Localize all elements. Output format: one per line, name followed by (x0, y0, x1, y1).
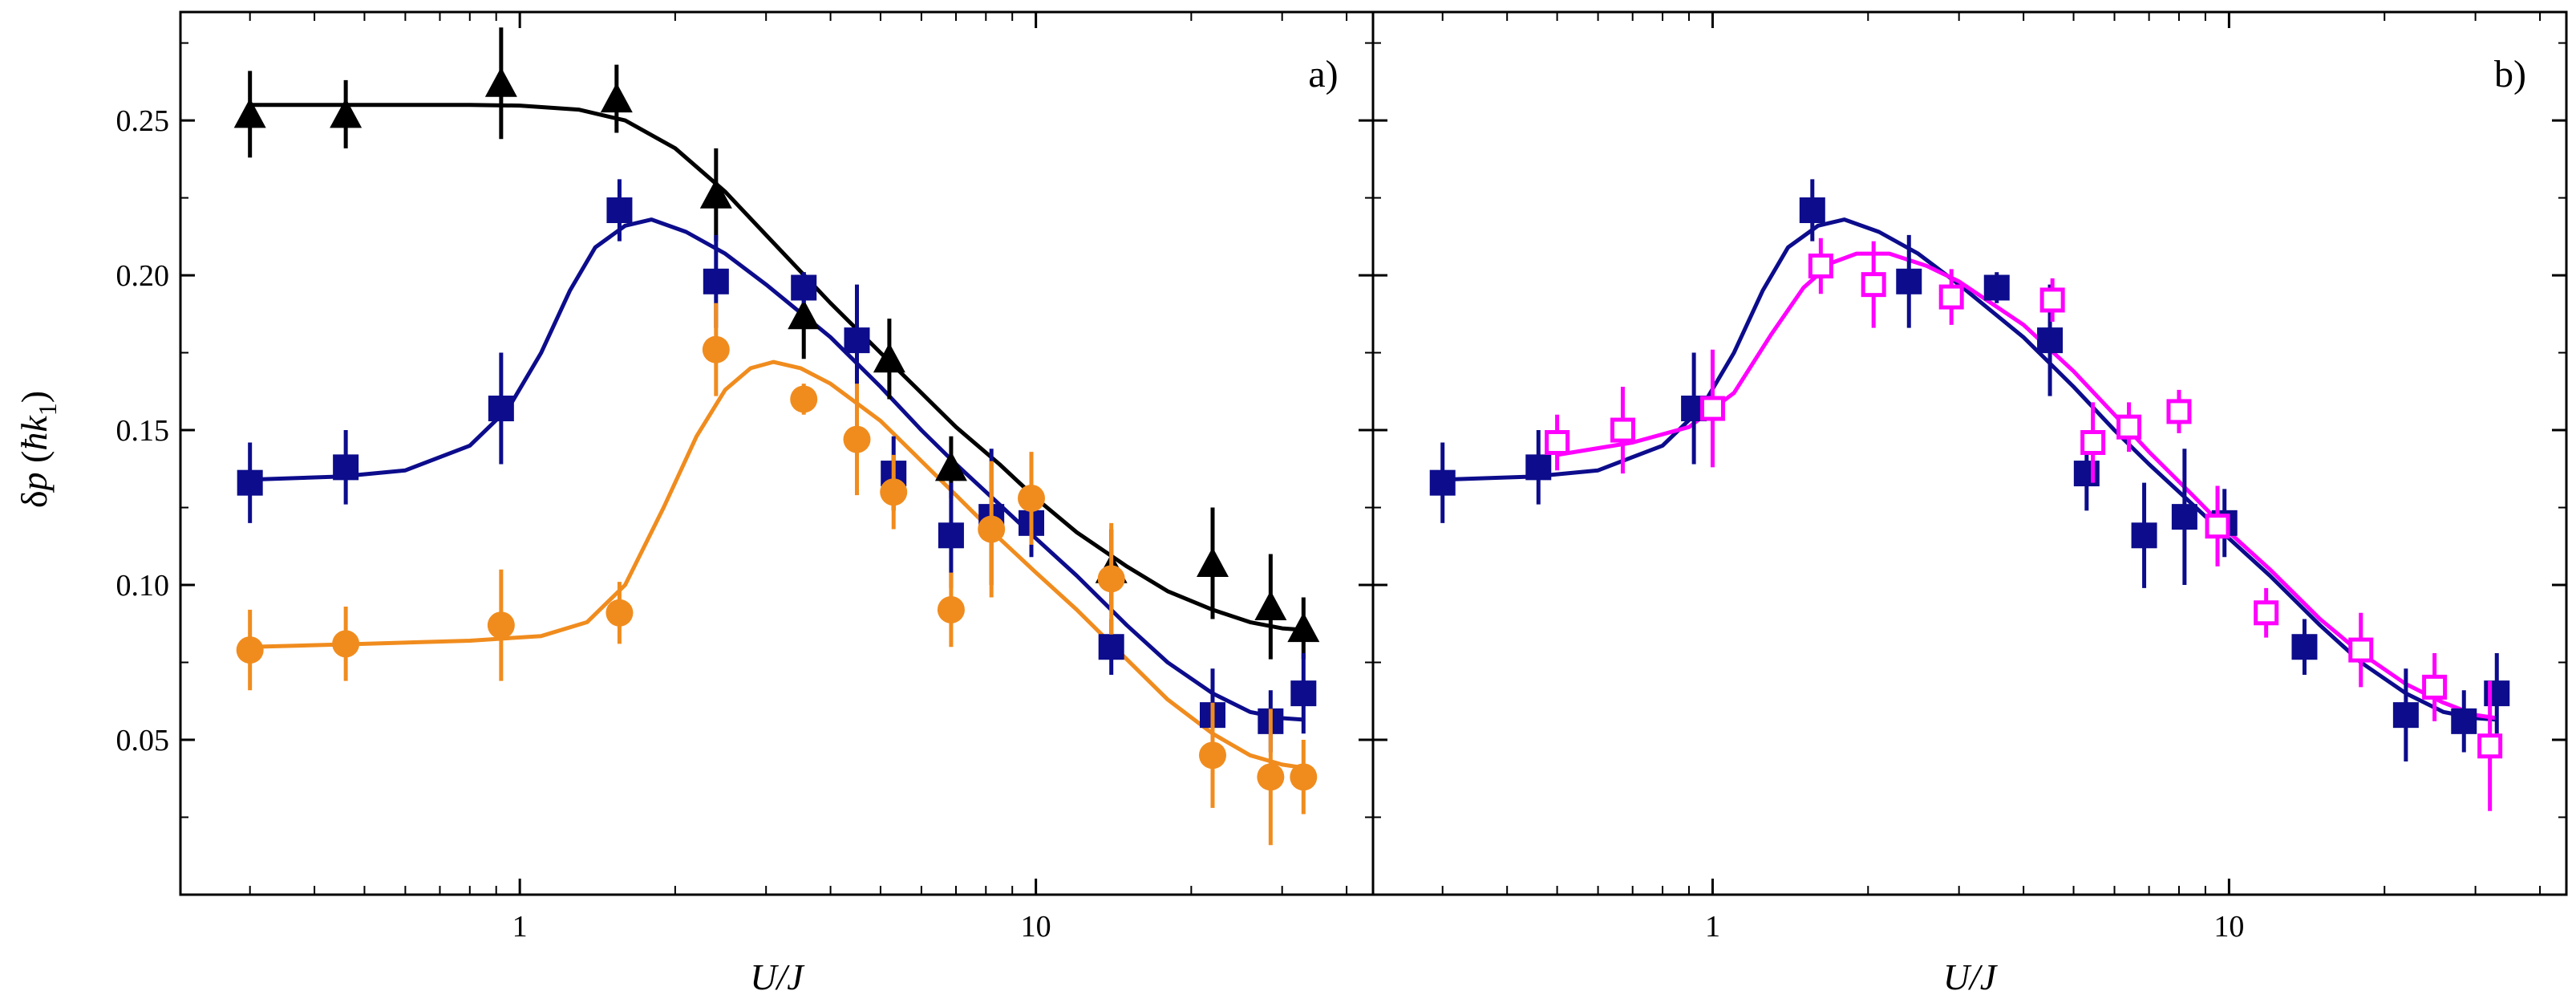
data-point-open-square (1610, 417, 1635, 443)
data-point-square (2484, 680, 2510, 707)
panel-label: a) (1308, 53, 1338, 95)
ylabel-subscript: 1 (33, 403, 62, 416)
x-tick-label: 1 (1705, 910, 1720, 944)
data-point-square (2171, 504, 2197, 530)
data-point-triangle (788, 299, 820, 330)
y-tick-label: 0.10 (116, 569, 170, 603)
data-point-triangle (1254, 591, 1287, 621)
y-tick-label: 0.25 (116, 104, 170, 138)
data-point-square (1290, 680, 1317, 707)
data-point-open-square (2039, 287, 2065, 313)
fit-curve (249, 359, 1304, 770)
ylabel-delta: δ (14, 490, 55, 508)
data-point-open-square (1808, 253, 1833, 278)
data-point-triangle (484, 67, 517, 97)
data-point-square (2451, 708, 2477, 734)
data-point-square (1098, 634, 1124, 660)
data-point-triangle (873, 343, 905, 373)
data-point-open-square (1545, 429, 1570, 455)
panel-b: 1 10 U/J b) (1371, 10, 2568, 997)
y-tick-label: 0.15 (116, 414, 170, 448)
data-point-square (1525, 454, 1552, 481)
ylabel-hbar-k: ħk (14, 415, 55, 451)
data-point-circle (487, 611, 515, 640)
data-point-circle (332, 630, 360, 658)
panel-label: b) (2494, 53, 2526, 95)
data-point-circle (790, 385, 818, 413)
data-point-triangle (600, 83, 633, 113)
ylabel-close-paren: ) (14, 391, 55, 403)
data-point-square (703, 268, 729, 294)
data-point-open-square (1938, 284, 1964, 310)
data-point-open-square (2477, 733, 2503, 759)
data-point-open-square (2422, 674, 2448, 700)
ylabel-p: p (14, 472, 55, 493)
data-point-open-square (2166, 399, 2192, 424)
data-point-triangle (1197, 547, 1229, 578)
data-point-circle (1018, 484, 1046, 512)
data-point-square (237, 469, 263, 496)
data-point-square (606, 197, 633, 224)
data-point-circle (937, 595, 965, 623)
x-tick-label: 1 (512, 910, 528, 944)
x-axis-title: U/J (1943, 956, 1999, 997)
data-point-square (488, 396, 514, 422)
x-tick-label: 10 (1021, 910, 1051, 944)
data-point-circle (1097, 565, 1125, 593)
x-tick-label: 10 (2213, 910, 2244, 944)
data-point-square (2131, 522, 2157, 549)
data-point-circle (1199, 741, 1227, 769)
data-point-square (333, 454, 359, 481)
y-axis-title: δp (ħk1) (14, 391, 62, 508)
fit-curve (249, 103, 1304, 632)
data-point-square (1429, 469, 1456, 496)
data-point-open-square (2116, 414, 2142, 440)
data-point-open-square (2080, 429, 2106, 455)
data-point-square (844, 327, 870, 354)
x-axis-title: U/J (750, 956, 805, 997)
data-point-circle (880, 478, 908, 506)
data-point-open-square (2254, 600, 2279, 626)
data-point-open-square (1861, 272, 1886, 298)
svg-text:δp (ħk1): δp (ħk1) (14, 391, 62, 508)
data-point-triangle (330, 98, 363, 128)
data-point-triangle (699, 178, 732, 209)
data-point-circle (1290, 763, 1318, 791)
data-point-open-square (2205, 514, 2230, 539)
data-point-circle (1257, 763, 1285, 791)
data-point-square (2291, 634, 2318, 660)
data-point-square (1896, 268, 1922, 294)
data-point-square (2073, 461, 2100, 487)
data-point-circle (236, 636, 264, 664)
y-tick-label: 0.05 (116, 724, 170, 757)
ylabel-open-paren: ( (14, 451, 55, 473)
data-point-circle (606, 599, 634, 627)
data-point-square (2037, 327, 2064, 354)
data-point-open-square (2348, 637, 2374, 663)
data-point-triangle (1287, 612, 1320, 643)
data-point-square (938, 522, 964, 549)
data-point-triangle (934, 451, 967, 481)
data-point-square (1799, 197, 1825, 224)
data-point-triangle (233, 98, 266, 128)
y-tick-label: 0.20 (116, 259, 170, 293)
data-point-square (1983, 274, 2010, 301)
data-point-open-square (1699, 396, 1725, 421)
data-point-circle (978, 515, 1006, 543)
data-point-square (791, 274, 817, 301)
plot-frame (1371, 10, 2568, 896)
data-point-square (2392, 702, 2419, 729)
data-point-circle (843, 425, 871, 453)
data-point-circle (702, 335, 730, 363)
